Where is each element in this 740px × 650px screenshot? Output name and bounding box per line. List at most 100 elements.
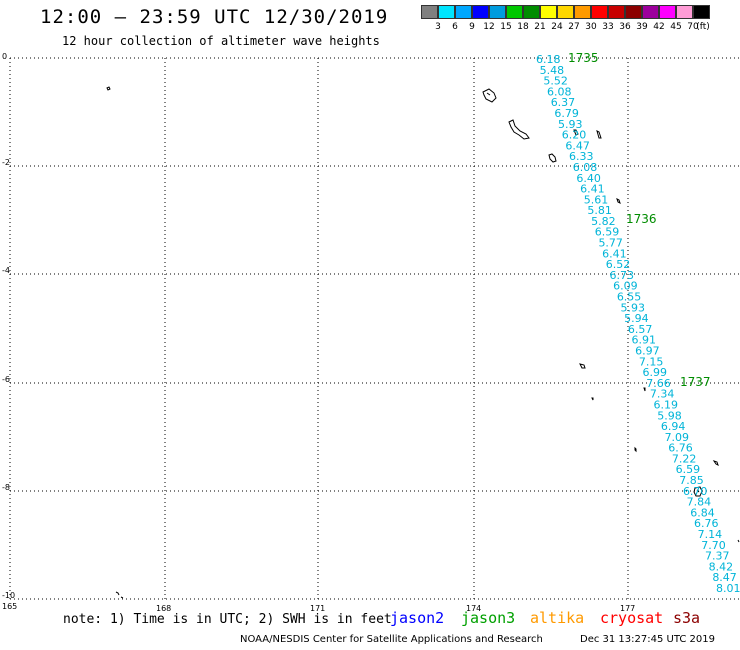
wave-height-value: 6.20 xyxy=(562,129,587,142)
wave-height-value: 8.47 xyxy=(712,571,737,584)
color-scale-legend xyxy=(421,5,710,19)
wave-height-value: 6.41 xyxy=(602,247,627,260)
wave-height-value: 6.73 xyxy=(609,269,634,282)
wave-height-value: 6.59 xyxy=(676,463,701,476)
wave-height-value: 7.84 xyxy=(687,496,712,509)
wave-height-value: 5.77 xyxy=(598,237,623,250)
wave-height-value: 6.79 xyxy=(554,107,579,120)
legend-label: 30 xyxy=(585,22,597,32)
y-tick-label: -2 xyxy=(2,158,10,167)
legend-swatch xyxy=(472,5,489,19)
wave-height-value: 5.81 xyxy=(587,204,612,217)
wave-height-value: 6.08 xyxy=(573,161,598,174)
x-tick-label: 168 xyxy=(156,604,171,613)
island xyxy=(616,198,621,204)
y-tick-label: -8 xyxy=(2,483,10,492)
legend-swatch xyxy=(659,5,676,19)
legend-label: 21 xyxy=(534,22,546,32)
legend-label: 3 xyxy=(435,22,441,32)
legend-label: 15 xyxy=(500,22,512,32)
island xyxy=(508,119,530,140)
satellite-track: 6.185.485.526.086.376.795.936.206.476.33… xyxy=(536,51,740,595)
wave-height-value: 5.93 xyxy=(620,301,645,314)
footer-timestamp: Dec 31 13:27:45 UTC 2019 xyxy=(580,634,715,645)
island xyxy=(115,591,124,599)
legend-label: 42 xyxy=(653,22,665,32)
legend-label: 12 xyxy=(483,22,495,32)
wave-height-value: 7.85 xyxy=(679,474,704,487)
x-tick-label: 174 xyxy=(466,604,481,613)
legend-jason3: jason3 xyxy=(461,609,516,627)
legend-swatch xyxy=(591,5,608,19)
wave-height-value: 5.94 xyxy=(624,312,649,325)
wave-height-value: 6.91 xyxy=(632,334,657,347)
legend-swatch xyxy=(642,5,659,19)
wave-height-value: 5.48 xyxy=(540,64,565,77)
axis-labels: 0 -2 -4 -6 -8 -10 165 168 171 174 177 xyxy=(2,52,635,613)
legend-swatch xyxy=(557,5,574,19)
wave-height-value: 7.09 xyxy=(665,431,690,444)
wave-height-value: 7.34 xyxy=(650,388,675,401)
wave-height-value: 6.52 xyxy=(606,258,631,271)
wave-height-value: 5.93 xyxy=(558,118,583,131)
wave-height-value: 6.18 xyxy=(536,53,561,66)
wave-height-value: 6.09 xyxy=(613,280,638,293)
wave-height-value: 5.98 xyxy=(657,409,682,422)
y-tick-label: -4 xyxy=(2,266,10,275)
legend-swatch xyxy=(438,5,455,19)
wave-height-value: 6.19 xyxy=(654,398,679,411)
legend-swatch xyxy=(574,5,591,19)
legend-label: 24 xyxy=(551,22,563,32)
legend-altika: altika xyxy=(530,609,585,627)
wave-height-value: 6.47 xyxy=(565,139,590,152)
island xyxy=(482,88,497,103)
time-label: 1737 xyxy=(680,375,711,389)
wave-height-value: 6.40 xyxy=(576,172,601,185)
island xyxy=(579,363,586,369)
island xyxy=(573,129,579,136)
wave-height-value: 7.37 xyxy=(705,550,730,563)
legend-label: 33 xyxy=(602,22,614,32)
legend-label: 6 xyxy=(452,22,458,32)
island xyxy=(737,539,740,543)
legend-swatch xyxy=(489,5,506,19)
legend-label: 9 xyxy=(469,22,475,32)
legend-label: 36 xyxy=(619,22,631,32)
wave-height-value: 6.94 xyxy=(661,420,686,433)
island xyxy=(634,446,637,453)
island xyxy=(106,86,111,91)
wave-height-value: 6.76 xyxy=(668,442,693,455)
legend-label: 27 xyxy=(568,22,580,32)
legend-swatch xyxy=(523,5,540,19)
wave-height-value: 6.97 xyxy=(635,344,660,357)
legend-swatch xyxy=(455,5,472,19)
island xyxy=(712,460,719,466)
page-title: 12:00 – 23:59 UTC 12/30/2019 xyxy=(40,6,389,28)
legend-label: (ft) xyxy=(696,22,710,32)
wave-height-value: 6.59 xyxy=(595,226,620,239)
x-tick-label: 165 xyxy=(2,602,17,611)
wave-height-value: 5.82 xyxy=(591,215,616,228)
wave-height-value: 7.15 xyxy=(639,355,664,368)
legend-jason2: jason2 xyxy=(390,609,445,627)
island xyxy=(643,387,646,392)
wave-height-value: 7.66 xyxy=(646,377,671,390)
legend-swatch xyxy=(540,5,557,19)
legend-swatch xyxy=(625,5,642,19)
wave-height-value: 6.99 xyxy=(643,366,668,379)
wave-height-value: 8.42 xyxy=(709,560,734,573)
footer-credit: NOAA/NESDIS Center for Satellite Applica… xyxy=(240,634,543,645)
x-tick-label: 177 xyxy=(620,604,635,613)
legend-s3a: s3a xyxy=(673,609,701,627)
wave-height-value: 6.84 xyxy=(690,506,715,519)
note-text: note: 1) Time is in UTC; 2) SWH is in fe… xyxy=(63,612,392,627)
wave-height-value: 7.14 xyxy=(698,528,723,541)
wave-height-value: 6.76 xyxy=(694,517,719,530)
wave-height-value: 6.37 xyxy=(551,96,576,109)
y-tick-label: -6 xyxy=(2,375,10,384)
legend-label: 70 xyxy=(687,22,699,32)
legend-swatch xyxy=(608,5,625,19)
island xyxy=(591,397,594,401)
y-tick-label: 0 xyxy=(2,52,7,61)
wave-height-value: 7.70 xyxy=(701,539,726,552)
